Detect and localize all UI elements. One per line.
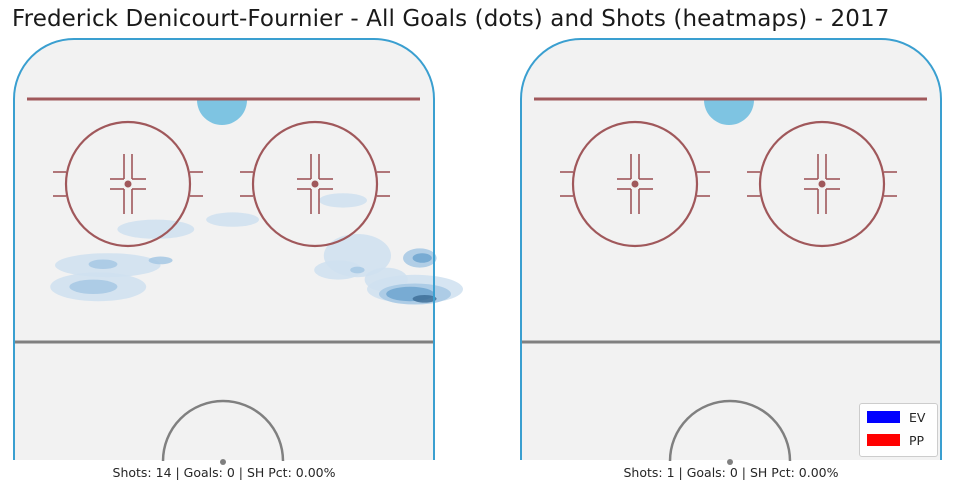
boards-right bbox=[520, 38, 942, 460]
chart-title: Frederick Denicourt-Fournier - All Goals… bbox=[12, 6, 890, 32]
caption-right: Shots: 1 | Goals: 0 | SH Pct: 0.00% bbox=[623, 465, 839, 480]
legend-label-pp: PP bbox=[909, 432, 925, 448]
heat-region-0 bbox=[319, 193, 367, 208]
ice-surface-left bbox=[14, 39, 434, 460]
boards-left bbox=[13, 38, 435, 460]
faceoff-circle-left-right bbox=[251, 120, 379, 248]
legend-swatch-ev bbox=[867, 411, 900, 423]
faceoff-dot-right-right bbox=[818, 180, 826, 188]
faceoff-circle-right-left bbox=[571, 120, 699, 248]
legend-item-ev: EV bbox=[867, 409, 926, 425]
legend: EV PP bbox=[859, 403, 938, 457]
faceoff-hashmarks-right-right bbox=[747, 154, 897, 214]
rink-left bbox=[13, 38, 463, 465]
center-dot-left bbox=[220, 459, 226, 465]
caption-left: Shots: 14 | Goals: 0 | SH Pct: 0.00% bbox=[112, 465, 336, 480]
center-circle-left bbox=[161, 399, 285, 462]
heat-region-4 bbox=[314, 260, 363, 280]
heat-region-16 bbox=[412, 253, 432, 263]
faceoff-hashmarks-left-right bbox=[240, 154, 390, 214]
faceoff-dot-left-right bbox=[311, 180, 319, 188]
rink-right bbox=[520, 38, 942, 465]
faceoff-dot-right-left bbox=[631, 180, 639, 188]
heat-region-10 bbox=[88, 259, 118, 270]
goal-crease-left bbox=[197, 100, 247, 125]
faceoff-hashmarks-right-left bbox=[560, 154, 710, 214]
faceoff-circle-right-right bbox=[758, 120, 886, 248]
legend-item-pp: PP bbox=[867, 432, 925, 448]
faceoff-circle-left-left bbox=[64, 120, 192, 248]
center-dot-right bbox=[727, 459, 733, 465]
legend-label-ev: EV bbox=[909, 409, 926, 425]
center-circle-right bbox=[668, 399, 792, 462]
heat-region-6 bbox=[117, 219, 195, 239]
goal-crease-right bbox=[704, 100, 754, 125]
heat-region-12 bbox=[69, 279, 118, 294]
heat-region-17 bbox=[412, 294, 437, 303]
ice-surface-right bbox=[521, 39, 941, 460]
faceoff-hashmarks-left-left bbox=[53, 154, 203, 214]
heat-region-1 bbox=[206, 212, 259, 227]
heat-region-9 bbox=[350, 266, 365, 274]
legend-swatch-pp bbox=[867, 434, 900, 446]
heat-region-11 bbox=[148, 256, 173, 265]
faceoff-dot-left-left bbox=[124, 180, 132, 188]
